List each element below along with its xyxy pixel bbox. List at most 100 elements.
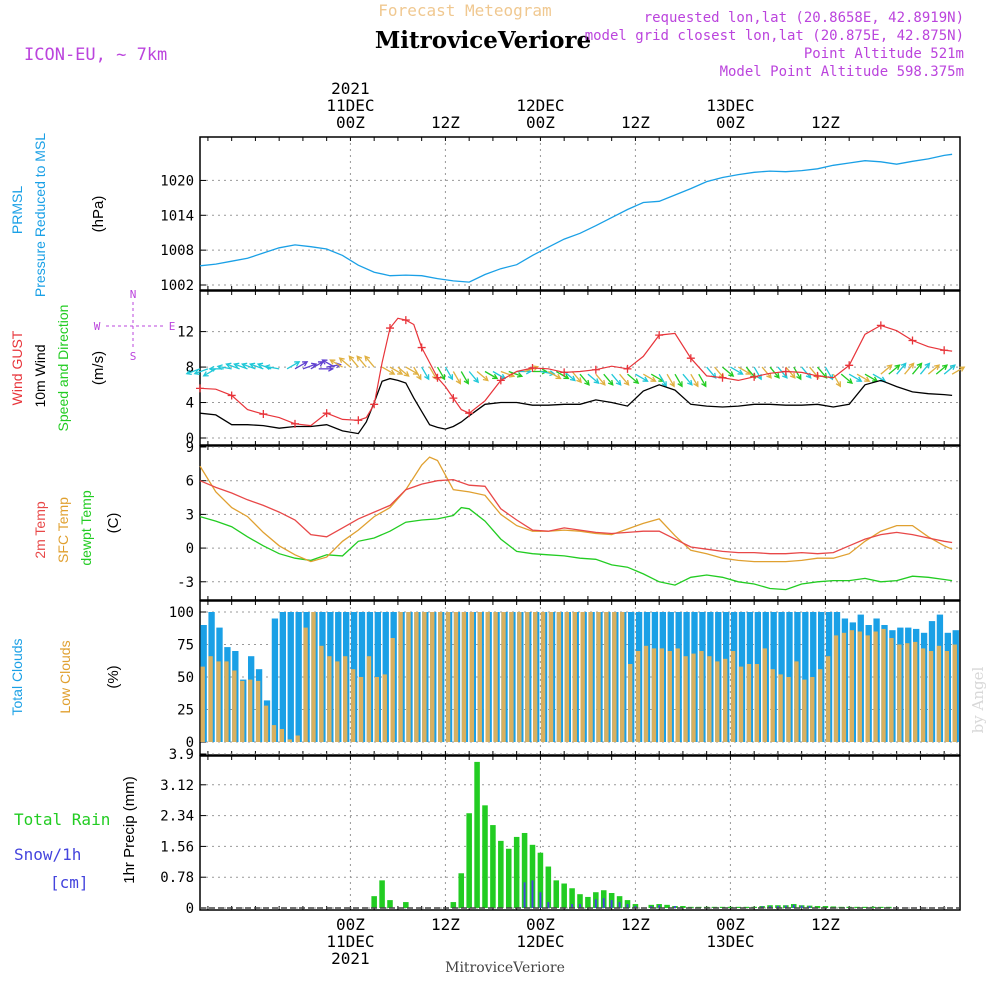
wind-arrow-head xyxy=(216,364,223,371)
wind-arrow-head xyxy=(541,368,548,375)
wind-arrow xyxy=(302,363,317,370)
low-cloud-bar xyxy=(216,661,221,742)
gust-marker xyxy=(370,400,379,409)
wind-arrow xyxy=(468,371,479,383)
closest-coords: model grid closest lon,lat (20.875E, 42.… xyxy=(585,28,964,44)
wind-arrow xyxy=(817,366,827,379)
wind-arrow xyxy=(595,373,606,386)
rain-bar xyxy=(680,906,686,908)
rain-bar xyxy=(490,825,496,908)
snow-bar xyxy=(650,906,653,908)
wind-arrow-head xyxy=(389,369,396,375)
wind-arrow-head xyxy=(669,381,675,388)
rain-bar xyxy=(814,906,821,908)
rain-bar xyxy=(545,866,552,908)
low-cloud-bar xyxy=(390,638,395,742)
rain-bar xyxy=(561,883,567,908)
wind-arrow-head xyxy=(321,359,328,365)
low-cloud-bar xyxy=(572,612,577,742)
gust-marker xyxy=(259,410,268,419)
time-label-top: 12Z xyxy=(811,113,840,132)
total-cloud-bar xyxy=(287,612,294,742)
gust-marker xyxy=(291,419,299,428)
wind-arrow xyxy=(476,371,489,381)
wind-arrow xyxy=(919,363,930,375)
low-cloud-bar xyxy=(889,638,894,742)
wind-arrow xyxy=(310,361,324,370)
pressure-series-prmsl xyxy=(199,153,953,283)
wind-arrow xyxy=(848,373,862,382)
low-cloud-bar xyxy=(232,670,237,742)
wind-arrow xyxy=(348,355,359,368)
low-cloud-bar xyxy=(517,612,522,742)
wind-arrow xyxy=(249,363,264,370)
low-cloud-bar xyxy=(319,645,324,742)
wind-arrow-head xyxy=(193,369,200,376)
low-cloud-bar xyxy=(366,656,372,742)
rain-bar xyxy=(482,805,488,908)
wind-arrow-head xyxy=(555,373,562,380)
wind-arrow-head xyxy=(701,381,707,388)
gust-marker xyxy=(718,373,727,382)
total-cloud-bar xyxy=(271,618,279,742)
wind-arrow xyxy=(579,373,590,386)
low-cloud-bar xyxy=(818,669,823,742)
wind-arrow-head xyxy=(774,372,780,379)
gust-marker xyxy=(591,365,600,374)
snow-bar xyxy=(579,904,581,908)
temperature-series-sfc-temp xyxy=(199,456,953,563)
wind-arrow-head xyxy=(492,373,499,380)
low-cloud-bar xyxy=(699,651,704,742)
gust-marker xyxy=(322,409,331,418)
wind-arrow xyxy=(896,363,907,375)
requested-coords: requested lon,lat (20.8658E, 42.8919N) xyxy=(644,10,964,26)
wind-arrow xyxy=(753,366,762,380)
snow-bar xyxy=(784,905,787,908)
gust-marker xyxy=(845,361,854,370)
snow-bar xyxy=(547,902,550,908)
wind-arrow-head xyxy=(233,362,240,369)
snow-bar xyxy=(539,892,542,908)
time-label-bottom: 2021 xyxy=(331,949,370,968)
wind-arrow xyxy=(761,366,772,379)
low-cloud-bar xyxy=(738,666,744,742)
low-cloud-bar xyxy=(485,612,490,742)
wind-arrow-head xyxy=(208,365,215,372)
wind-arrow-head xyxy=(463,378,469,385)
wind-arrow xyxy=(286,361,300,370)
wind-arrow-head xyxy=(661,381,667,388)
wind-arrow-head xyxy=(677,381,683,388)
wind-arrow-head xyxy=(424,374,430,381)
low-cloud-bar xyxy=(240,680,245,742)
wind-arrow-head xyxy=(599,379,606,386)
wind-ytick-label: 12 xyxy=(177,325,194,341)
temp-units: (C) xyxy=(105,513,122,534)
product-title: Forecast Meteogram xyxy=(378,1,551,20)
low-cloud-bar xyxy=(430,612,435,742)
rain-bar xyxy=(505,848,512,908)
rain-bar xyxy=(466,813,472,908)
low-cloud-bar xyxy=(533,612,538,742)
snow-bar xyxy=(610,900,613,908)
wind-arrow-head xyxy=(886,364,893,371)
wind-arrow xyxy=(840,373,853,384)
clouds-frame xyxy=(199,600,961,756)
snow-bar xyxy=(626,904,629,908)
wind-arrow-head xyxy=(329,359,336,365)
total-cloud-bar xyxy=(279,612,286,742)
time-label-bottom: 12Z xyxy=(811,915,840,934)
wind-arrow xyxy=(643,373,656,382)
low-cloud-bar xyxy=(580,612,585,742)
rain-bar xyxy=(498,840,504,908)
pressure-ytick-label: 1020 xyxy=(160,173,194,189)
wind-arrow-head xyxy=(900,362,907,369)
low-cloud-bar xyxy=(643,645,649,742)
low-cloud-bar xyxy=(279,729,285,742)
snow-bar xyxy=(776,906,779,908)
snow-bar xyxy=(761,906,764,908)
temperature-ytick-label: 3 xyxy=(186,507,194,523)
low-cloud-bar xyxy=(564,612,570,742)
wind-arrow-head xyxy=(569,375,576,382)
low-cloud-bar xyxy=(224,661,229,742)
wind-arrow-head xyxy=(924,362,931,369)
